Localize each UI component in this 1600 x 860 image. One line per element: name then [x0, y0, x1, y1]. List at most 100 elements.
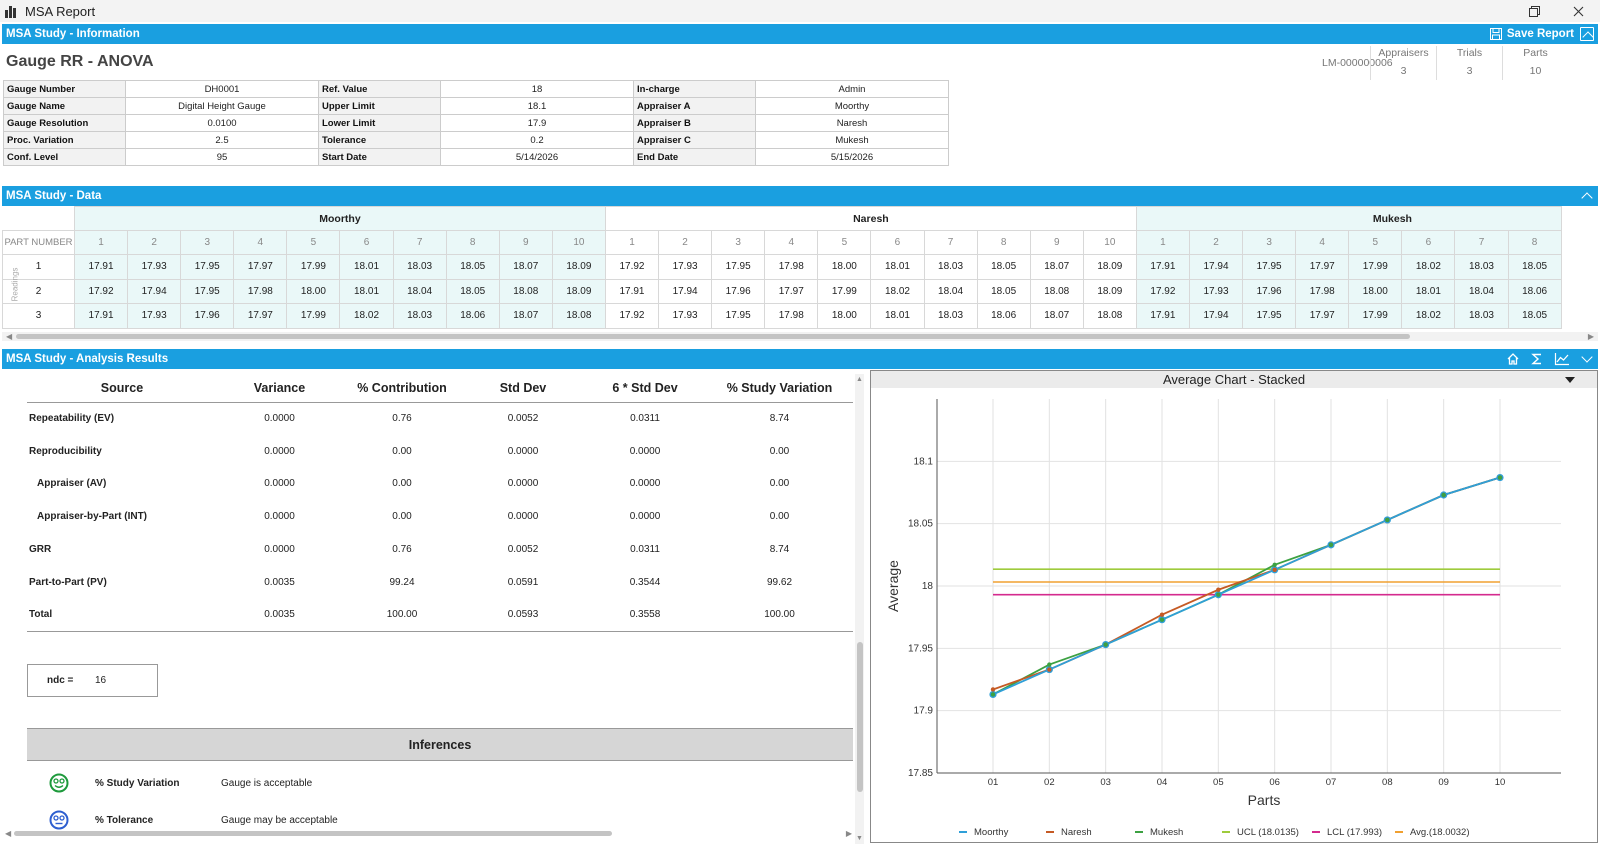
data-point[interactable]	[1103, 642, 1108, 647]
reading-cell[interactable]: 17.91	[1135, 254, 1190, 280]
save-report-button[interactable]: Save Report	[1489, 28, 1574, 40]
reading-cell[interactable]: 18.03	[923, 254, 978, 280]
reading-cell[interactable]: 18.09	[1082, 278, 1137, 304]
analysis-horizontal-scrollbar[interactable]: ◀ ▶	[2, 829, 868, 838]
scrollbar-thumb[interactable]	[857, 642, 863, 792]
restore-button[interactable]	[1512, 0, 1556, 22]
reading-cell[interactable]: 18.01	[1401, 278, 1456, 304]
reading-cell[interactable]: 17.99	[286, 303, 341, 329]
reading-cell[interactable]: 17.98	[233, 278, 288, 304]
reading-cell[interactable]: 18.03	[1454, 254, 1509, 280]
sigma-icon[interactable]	[1530, 352, 1544, 366]
reading-cell[interactable]: 18.00	[817, 303, 872, 329]
data-point[interactable]	[1047, 662, 1052, 667]
reading-cell[interactable]: 17.91	[1135, 303, 1190, 329]
data-point[interactable]	[1047, 667, 1052, 672]
data-point[interactable]	[990, 687, 996, 692]
data-point[interactable]	[1441, 492, 1446, 498]
reading-cell[interactable]: 18.02	[1401, 254, 1456, 280]
chart-dropdown-icon[interactable]	[1565, 377, 1575, 383]
analysis-vertical-scrollbar[interactable]: ▲ ▼	[855, 374, 864, 844]
reading-cell[interactable]: 18.01	[870, 303, 925, 329]
legend-label[interactable]: Mukesh	[1150, 827, 1183, 838]
reading-cell[interactable]: 18.07	[1029, 303, 1084, 329]
reading-cell[interactable]: 17.95	[180, 278, 235, 304]
data-point[interactable]	[1272, 567, 1277, 572]
legend-label[interactable]: Avg.(18.0032)	[1410, 827, 1470, 838]
line-chart-icon[interactable]	[1554, 352, 1570, 366]
reading-cell[interactable]: 17.93	[127, 254, 182, 280]
reading-cell[interactable]: 18.07	[498, 303, 553, 329]
data-point[interactable]	[1159, 612, 1165, 617]
reading-cell[interactable]: 17.93	[1188, 278, 1244, 304]
chart-title-bar[interactable]: Average Chart - Stacked	[871, 371, 1597, 388]
reading-cell[interactable]: 18.08	[498, 278, 553, 304]
reading-cell[interactable]: 18.09	[1082, 254, 1137, 280]
reading-cell[interactable]: 17.92	[604, 254, 660, 280]
reading-cell[interactable]: 18.05	[1507, 303, 1562, 329]
reading-cell[interactable]: 17.99	[286, 254, 341, 280]
collapse-data-icon[interactable]	[1580, 189, 1594, 203]
data-point[interactable]	[1272, 562, 1277, 568]
legend-label[interactable]: Naresh	[1061, 827, 1092, 838]
reading-cell[interactable]: 18.04	[392, 278, 447, 304]
scroll-left-icon[interactable]: ◀	[6, 332, 13, 341]
reading-cell[interactable]: 18.02	[1401, 303, 1456, 329]
scroll-right-icon[interactable]: ▶	[845, 829, 852, 838]
reading-cell[interactable]: 17.99	[817, 278, 872, 304]
data-point[interactable]	[1216, 592, 1221, 597]
data-point[interactable]	[990, 692, 996, 697]
reading-cell[interactable]: 18.05	[976, 254, 1031, 280]
reading-cell[interactable]: 17.93	[127, 303, 182, 329]
reading-cell[interactable]: 17.96	[1242, 278, 1297, 304]
reading-cell[interactable]: 18.05	[445, 254, 500, 280]
reading-cell[interactable]: 17.93	[658, 303, 713, 329]
reading-cell[interactable]: 18.08	[1029, 278, 1084, 304]
reading-cell[interactable]: 18.03	[392, 254, 447, 280]
data-point[interactable]	[1216, 587, 1221, 592]
reading-cell[interactable]: 18.07	[1029, 254, 1084, 280]
reading-cell[interactable]: 17.92	[73, 278, 129, 304]
reading-cell[interactable]: 17.91	[73, 303, 129, 329]
close-button[interactable]	[1556, 0, 1600, 22]
legend-label[interactable]: LCL (17.993)	[1327, 827, 1382, 838]
reading-cell[interactable]: 18.01	[339, 278, 394, 304]
reading-cell[interactable]: 18.07	[498, 254, 553, 280]
home-icon[interactable]	[1506, 352, 1520, 366]
reading-cell[interactable]: 17.97	[1295, 303, 1350, 329]
reading-cell[interactable]: 18.00	[817, 254, 872, 280]
data-point[interactable]	[1385, 517, 1390, 523]
reading-cell[interactable]: 18.01	[870, 254, 925, 280]
data-point[interactable]	[1328, 542, 1334, 548]
reading-cell[interactable]: 17.92	[1135, 278, 1190, 304]
scroll-down-icon[interactable]: ▼	[856, 835, 863, 842]
reading-cell[interactable]: 18.06	[1507, 278, 1562, 304]
reading-cell[interactable]: 18.02	[870, 278, 925, 304]
reading-cell[interactable]: 18.09	[551, 278, 606, 304]
reading-cell[interactable]: 18.05	[976, 278, 1031, 304]
collapse-info-icon[interactable]	[1580, 27, 1594, 41]
reading-cell[interactable]: 18.03	[923, 303, 978, 329]
reading-cell[interactable]: 18.03	[392, 303, 447, 329]
reading-cell[interactable]: 17.97	[233, 303, 288, 329]
reading-cell[interactable]: 17.97	[764, 278, 819, 304]
reading-cell[interactable]: 18.08	[551, 303, 606, 329]
reading-cell[interactable]: 17.98	[764, 303, 819, 329]
data-point[interactable]	[1497, 475, 1503, 480]
scrollbar-thumb[interactable]	[14, 831, 612, 836]
scroll-left-icon[interactable]: ◀	[5, 829, 12, 838]
reading-cell[interactable]: 18.04	[1454, 278, 1509, 304]
reading-cell[interactable]: 18.04	[923, 278, 978, 304]
data-point[interactable]	[1159, 617, 1165, 622]
reading-cell[interactable]: 17.96	[711, 278, 766, 304]
reading-cell[interactable]: 17.94	[1188, 254, 1244, 280]
reading-cell[interactable]: 17.93	[658, 254, 713, 280]
reading-cell[interactable]: 17.99	[1348, 254, 1403, 280]
reading-cell[interactable]: 18.05	[445, 278, 500, 304]
legend-label[interactable]: Moorthy	[974, 827, 1009, 838]
reading-cell[interactable]: 17.92	[604, 303, 660, 329]
reading-cell[interactable]: 17.95	[1242, 303, 1297, 329]
legend-label[interactable]: UCL (18.0135)	[1237, 827, 1299, 838]
reading-cell[interactable]: 17.94	[658, 278, 713, 304]
reading-cell[interactable]: 17.98	[1295, 278, 1350, 304]
